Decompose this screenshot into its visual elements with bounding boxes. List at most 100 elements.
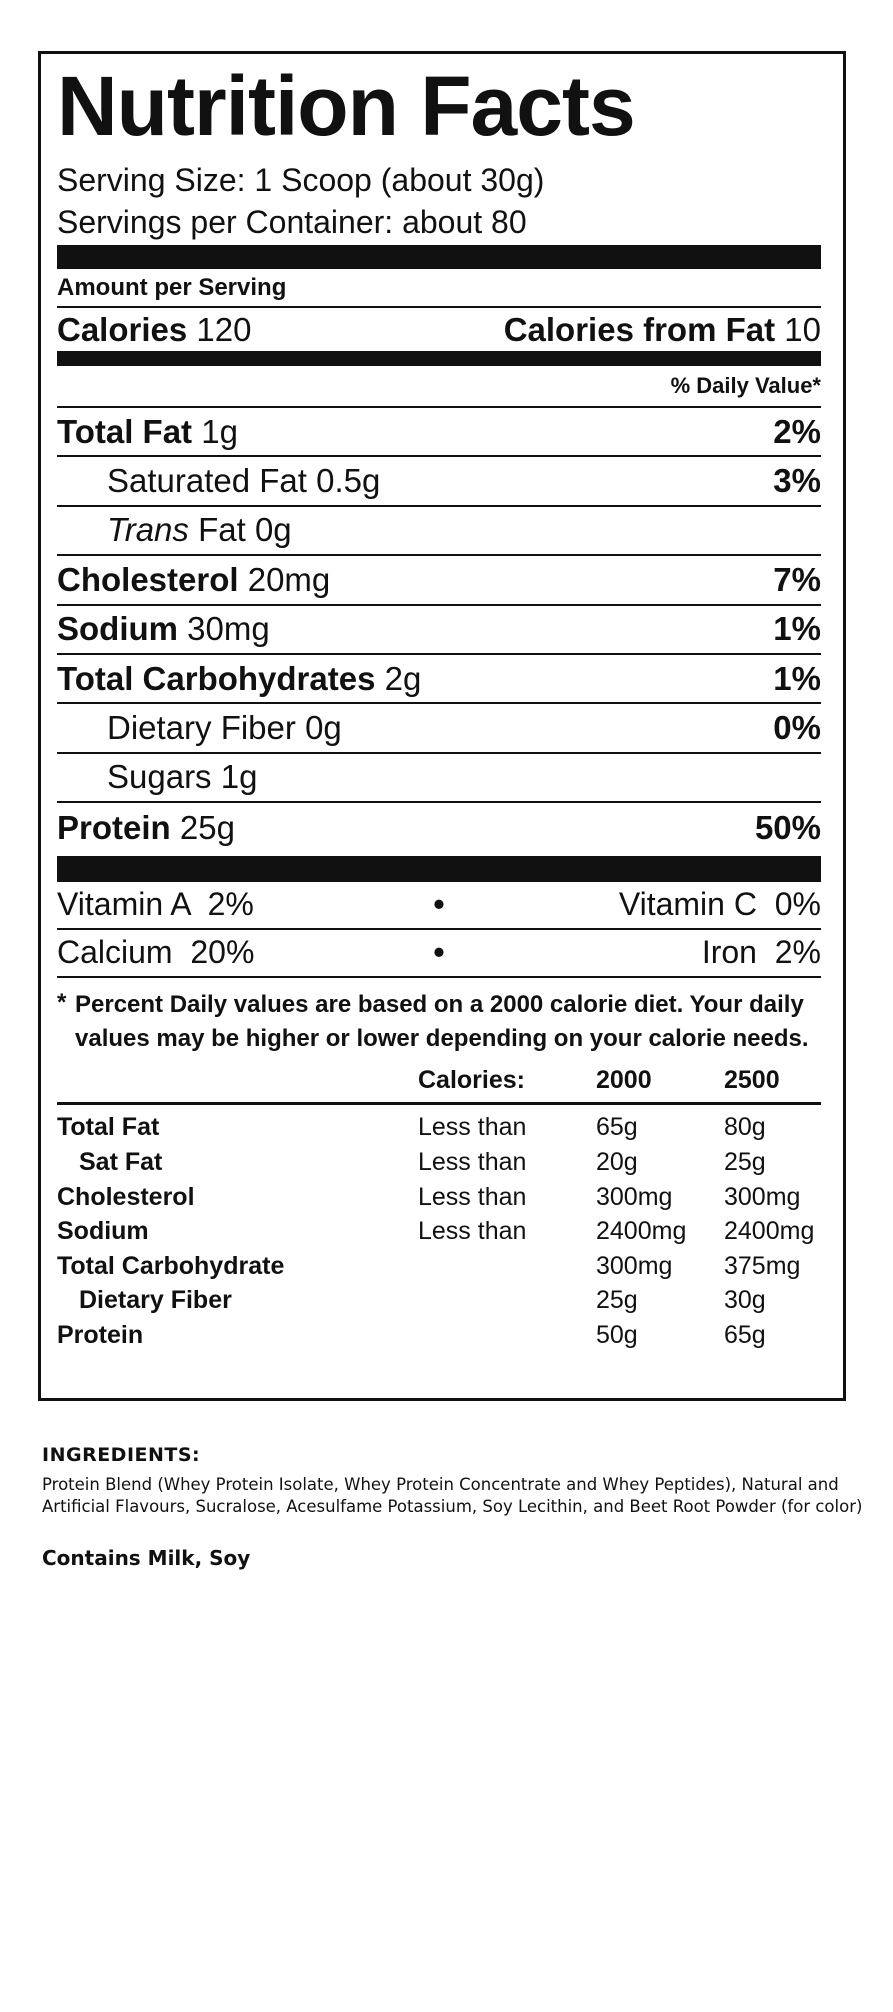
nutrient-row: Protein 25g 50% xyxy=(57,803,821,852)
nutrient-name: Trans xyxy=(107,511,189,549)
thick-divider xyxy=(57,245,821,269)
table-cell: 300mg xyxy=(724,1182,801,1211)
calories-row: Calories 120 Calories from Fat 10 xyxy=(57,308,821,351)
calories-label: Calories xyxy=(57,310,188,348)
amount-per-serving: Amount per Serving xyxy=(57,269,821,308)
nutrient-list: Total Fat 1g 2% Saturated Fat 0.5g 3% Trans … xyxy=(57,408,821,853)
table-cell: Protein xyxy=(57,1320,144,1349)
label-title: Nutrition Facts xyxy=(57,59,636,153)
nutrient-amount: 1g xyxy=(201,412,238,450)
vitamin-list: Vitamin A 2% • Vitamin C 0% Calcium 20% • Iro… xyxy=(57,882,821,978)
table-row: Cholesterol Less than 300mg 300mg xyxy=(57,1180,821,1215)
nutrient-name: Dietary Fiber xyxy=(107,709,296,747)
ingredients-text: Protein Blend (Whey Protein Isolate, Whe… xyxy=(42,1475,863,1516)
nutrition-facts-label: Nutrition Facts Serving Size: 1 Scoop (a… xyxy=(38,51,846,1401)
table-row: Protein 50g 65g xyxy=(57,1318,821,1353)
table-header-cell: 2000 xyxy=(596,1066,652,1095)
nutrient-name: Total Carbohydrates xyxy=(57,659,376,697)
nutrient-name: Protein xyxy=(57,808,171,846)
nutrient-name-amount: Sodium 30mg xyxy=(57,610,270,648)
ingredients-heading: INGREDIENTS: xyxy=(42,1444,201,1466)
nutrient-daily-value: 2% xyxy=(773,412,821,450)
nutrient-row: Total Fat 1g 2% xyxy=(57,408,821,458)
nutrient-amount: 0g xyxy=(305,709,342,747)
nutrient-name-amount: Sugars 1g xyxy=(57,758,257,796)
table-cell: 65g xyxy=(724,1320,766,1349)
table-cell: Total Fat xyxy=(57,1113,160,1142)
nutrient-name-amount: Trans Fat 0g xyxy=(57,511,292,549)
table-cell: 20g xyxy=(596,1147,638,1176)
vitamin-left: Calcium 20% xyxy=(57,934,255,971)
vitamin-row: Calcium 20% • Iron 2% xyxy=(57,930,821,978)
table-row: Sodium Less than 2400mg 2400mg xyxy=(57,1214,821,1249)
table-cell: 300mg xyxy=(596,1182,673,1211)
table-cell: Dietary Fiber xyxy=(79,1286,232,1315)
footnote: * Percent Daily values are based on a 200… xyxy=(57,978,821,1060)
nutrient-row: Sodium 30mg 1% xyxy=(57,606,821,655)
table-cell: 300mg xyxy=(596,1251,673,1280)
table-cell: Less than xyxy=(418,1147,527,1176)
table-cell: Total Carbohydrate xyxy=(57,1251,285,1280)
table-cell: 50g xyxy=(596,1320,638,1349)
nutrient-amount: 0.5g xyxy=(316,462,381,500)
nutrient-daily-value: 1% xyxy=(773,610,821,648)
nutrient-row: Saturated Fat 0.5g 3% xyxy=(57,457,821,507)
nutrient-name-amount: Protein 25g xyxy=(57,809,235,847)
nutrient-name: Sugars xyxy=(107,758,212,796)
vitamin-right: Vitamin C 0% xyxy=(618,886,821,923)
table-cell: Sodium xyxy=(57,1217,149,1246)
calories-from-fat-label: Calories from Fat xyxy=(503,310,776,348)
thick-divider xyxy=(57,351,821,366)
table-cell: 25g xyxy=(724,1147,766,1176)
nutrient-amount: 2g xyxy=(384,659,422,697)
table-cell: 2400mg xyxy=(596,1217,687,1246)
nutrient-row: Sugars 1g xyxy=(57,754,821,804)
table-cell: Sat Fat xyxy=(79,1147,163,1176)
nutrient-name: Total Fat xyxy=(57,412,193,450)
table-cell: 25g xyxy=(596,1286,638,1315)
footnote-star: * xyxy=(57,988,67,1016)
servings-per-container: Servings per Container: about 80 xyxy=(57,204,527,240)
vitamin-right: Iron 2% xyxy=(701,934,821,971)
nutrient-amount: 25g xyxy=(179,808,235,846)
table-cell: Less than xyxy=(418,1113,527,1142)
table-cell: Cholesterol xyxy=(57,1182,195,1211)
nutrient-row: Total Carbohydrates 2g 1% xyxy=(57,655,821,705)
table-cell: 80g xyxy=(724,1113,766,1142)
calories-from-fat-value: 10 xyxy=(784,310,821,348)
table-header-row: Calories: 2000 2500 xyxy=(57,1060,821,1105)
table-row: Dietary Fiber 25g 30g xyxy=(57,1283,821,1318)
bullet: • xyxy=(433,886,445,923)
nutrient-name-rest: Fat xyxy=(198,511,246,549)
nutrient-name-amount: Saturated Fat 0.5g xyxy=(57,462,380,500)
nutrient-name-amount: Total Carbohydrates 2g xyxy=(57,660,421,698)
footnote-text: Percent Daily values are based on a 2000… xyxy=(75,990,809,1052)
nutrient-name-amount: Dietary Fiber 0g xyxy=(57,709,342,747)
table-cell: Less than xyxy=(418,1182,527,1211)
nutrient-name-amount: Total Fat 1g xyxy=(57,413,238,451)
vitamin-left: Vitamin A 2% xyxy=(57,886,254,923)
table-row: Total Fat Less than 65g 80g xyxy=(57,1111,821,1146)
nutrient-daily-value: 3% xyxy=(773,462,821,500)
table-header-cell: 2500 xyxy=(724,1066,780,1095)
table-row: Total Carbohydrate 300mg 375mg xyxy=(57,1249,821,1284)
table-cell: 375mg xyxy=(724,1251,801,1280)
calories-from-fat: Calories from Fat 10 xyxy=(504,311,821,349)
nutrient-amount: 20mg xyxy=(247,560,331,598)
ingredients-section: INGREDIENTS: Protein Blend (Whey Protein… xyxy=(42,1444,872,1570)
amount-per-serving-text: Amount per Serving xyxy=(57,273,287,301)
nutrient-daily-value: 1% xyxy=(773,659,821,697)
nutrient-daily-value: 50% xyxy=(754,808,821,846)
nutrient-name: Saturated Fat xyxy=(107,462,307,500)
calories: Calories 120 xyxy=(57,311,251,349)
table-row: Sat Fat Less than 20g 25g xyxy=(57,1145,821,1180)
nutrient-row: Trans Fat 0g xyxy=(57,507,821,557)
nutrient-daily-value: 7% xyxy=(773,560,821,598)
nutrient-name: Sodium xyxy=(57,610,178,648)
table-cell: 30g xyxy=(724,1286,766,1315)
daily-value-header: % Daily Value* xyxy=(57,366,821,408)
thick-divider xyxy=(57,855,821,882)
nutrient-amount: 0g xyxy=(254,511,292,549)
daily-values-table: Calories: 2000 2500 Total Fat Less than 65g 80… xyxy=(57,1060,821,1353)
nutrient-amount: 1g xyxy=(220,758,258,796)
